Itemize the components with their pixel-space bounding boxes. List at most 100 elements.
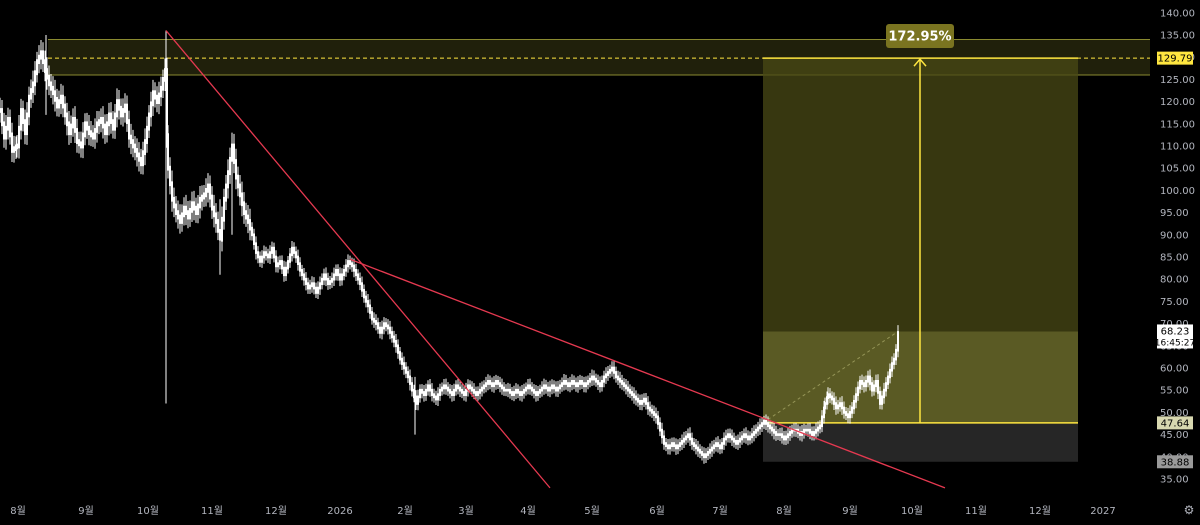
candle-body [425,388,427,396]
candle-body [585,382,587,388]
candle-body [563,379,565,385]
candle-body [619,377,621,383]
candle-body [681,439,683,445]
candle-body [481,386,483,392]
candle-body [221,216,223,242]
x-axis-tick-label: 3월 [458,505,474,517]
candle-body [227,170,229,189]
candle-body [491,382,493,388]
candle-body [477,391,479,396]
candle-body [787,433,789,439]
candle-body [531,386,533,392]
candle-body [377,322,379,330]
candle-body [243,201,245,215]
candle-body [239,183,241,198]
candle-body [781,433,783,439]
candle-body [757,426,759,432]
y-axis-tick-label: 105.00 [1160,164,1195,175]
candle-body [321,277,323,285]
x-axis-tick-label: 11월 [965,505,987,517]
candle-body [469,384,471,390]
candle-body [297,255,299,265]
candle-body [699,448,701,454]
candle-body [102,116,104,129]
candle-body [279,260,281,265]
y-axis-tick-label: 35.00 [1160,475,1189,486]
candle-body [869,375,871,385]
candle-body [593,375,595,381]
candle-body [483,384,485,390]
candle-body [203,192,205,200]
candle-body [247,214,249,224]
candle-body [824,402,826,410]
candle-body [837,404,839,410]
candle-body [9,116,11,138]
candle-body [387,324,389,330]
candle-body [421,388,423,394]
candle-body [521,391,523,396]
candle-body [691,437,693,445]
candle-body [74,116,76,133]
candle-body [831,395,833,401]
candle-body [533,388,535,394]
candle-body [865,379,867,388]
candle-body [36,59,38,76]
candle-body [325,273,327,281]
candle-body [341,273,343,281]
candle-body [861,379,863,385]
candle-body [229,156,231,176]
candle-body [361,282,363,292]
x-axis-tick-label: 12월 [1029,505,1051,517]
candle-body [709,448,711,454]
candle-body [11,132,13,153]
price-marker-38.88 [1157,455,1193,469]
candle-body [173,196,175,209]
x-axis-tick-label: 5월 [584,505,600,517]
candle-body [158,92,160,104]
candle-body [639,399,641,405]
candle-body [303,273,305,281]
candle-body [164,68,166,82]
candle-body [379,326,381,334]
candle-body [663,435,665,445]
candle-body [851,406,853,414]
settings-gear-icon[interactable]: ⚙ [1183,503,1195,517]
price-marker-value: 47.64 [1161,418,1190,429]
y-axis-tick-label: 140.00 [1160,8,1195,19]
candle-body [747,435,749,441]
candle-body [695,444,697,450]
candle-body [251,226,253,237]
candle-body [819,424,821,430]
candle-body [381,326,383,334]
candle-body [28,94,30,118]
candle-body [72,116,74,129]
candle-body [745,433,747,439]
candle-body [411,382,413,392]
candle-body [189,207,191,220]
candle-body [311,282,313,288]
candle-body [40,50,42,60]
x-axis-tick-label: 4월 [520,505,536,517]
candle-body [651,408,653,414]
candle-body [217,219,219,233]
candle-body [114,112,116,131]
candle-body [581,379,583,385]
candle-body [405,366,407,374]
candle-body [479,388,481,394]
candle-body [537,391,539,396]
candle-body [315,286,317,294]
y-axis-tick-label: 55.00 [1160,386,1189,397]
candle-body [661,428,663,439]
candle-body [839,402,841,408]
candle-body [58,99,60,109]
candle-body [124,103,126,113]
candle-body [86,121,88,131]
candle-body [169,165,171,187]
candle-body [811,431,813,436]
candle-body [313,282,315,290]
candle-body [677,444,679,450]
candle-body [277,262,279,268]
y-axis-tick-label: 80.00 [1160,275,1189,286]
